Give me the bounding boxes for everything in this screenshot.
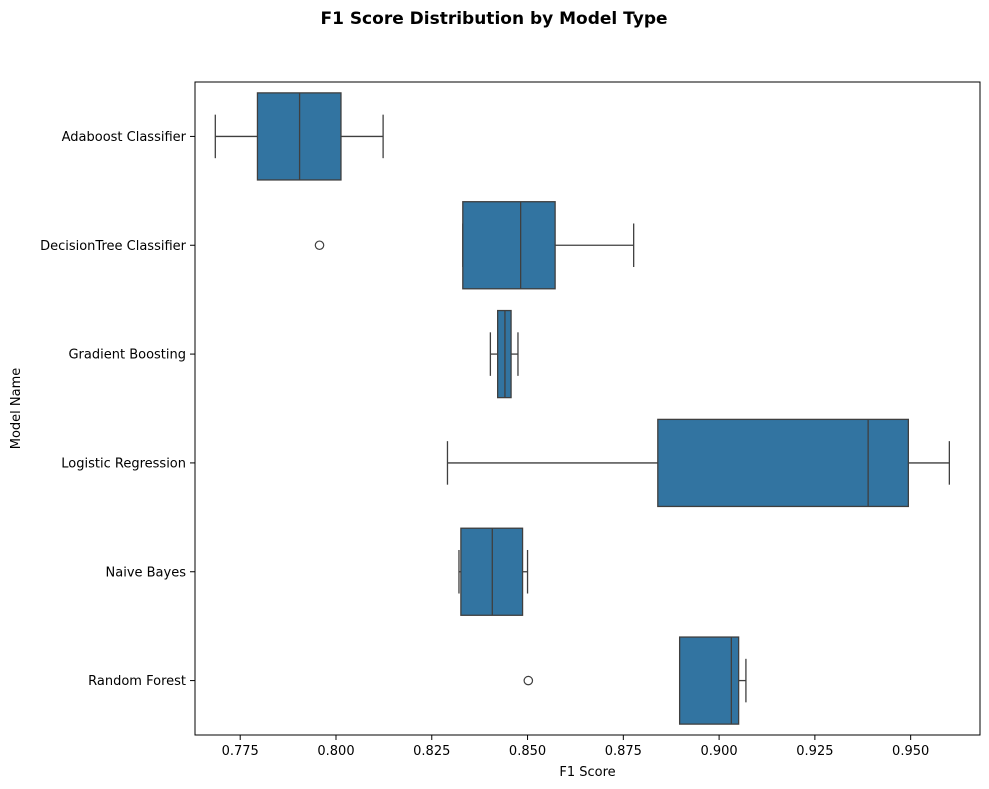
x-tick-label: 0.850 bbox=[509, 744, 546, 759]
x-tick-label: 0.925 bbox=[796, 744, 833, 759]
box-decisiontree-classifier bbox=[314, 201, 635, 290]
box-naive-bayes bbox=[458, 527, 529, 616]
y-axis: Adaboost Classifier DecisionTree Classifi… bbox=[40, 130, 195, 689]
y-tick-label: Naive Bayes bbox=[106, 565, 187, 580]
y-tick-label: Gradient Boosting bbox=[68, 348, 186, 363]
x-tick-label: 0.950 bbox=[892, 744, 929, 759]
x-tick-label: 0.900 bbox=[700, 744, 737, 759]
box-gradient-boosting bbox=[489, 309, 519, 399]
iqr-box bbox=[678, 636, 740, 725]
chart-title: F1 Score Distribution by Model Type bbox=[320, 9, 667, 29]
y-tick-label: DecisionTree Classifier bbox=[40, 239, 187, 254]
x-tick-label: 0.825 bbox=[413, 744, 450, 759]
box-adaboost-classifier bbox=[214, 92, 384, 181]
x-axis: 0.775 0.800 0.825 0.850 0.875 0.900 0.925 0.950 bbox=[222, 735, 929, 759]
x-tick-label: 0.800 bbox=[317, 744, 354, 759]
iqr-box bbox=[462, 201, 556, 290]
outlier-point bbox=[523, 675, 534, 686]
outlier-point bbox=[314, 240, 325, 251]
plot-frame bbox=[194, 81, 981, 736]
box-random-forest bbox=[523, 636, 747, 725]
y-axis-label: Model Name bbox=[9, 368, 24, 450]
boxes-layer bbox=[214, 92, 951, 725]
y-tick-label: Logistic Regression bbox=[61, 456, 186, 471]
y-tick-label: Random Forest bbox=[88, 674, 186, 689]
x-axis-label: F1 Score bbox=[559, 765, 615, 780]
iqr-box bbox=[657, 418, 910, 508]
box-logistic-regression bbox=[446, 418, 951, 508]
x-tick-label: 0.775 bbox=[222, 744, 259, 759]
y-tick-label: Adaboost Classifier bbox=[62, 130, 187, 145]
x-tick-label: 0.875 bbox=[605, 744, 642, 759]
